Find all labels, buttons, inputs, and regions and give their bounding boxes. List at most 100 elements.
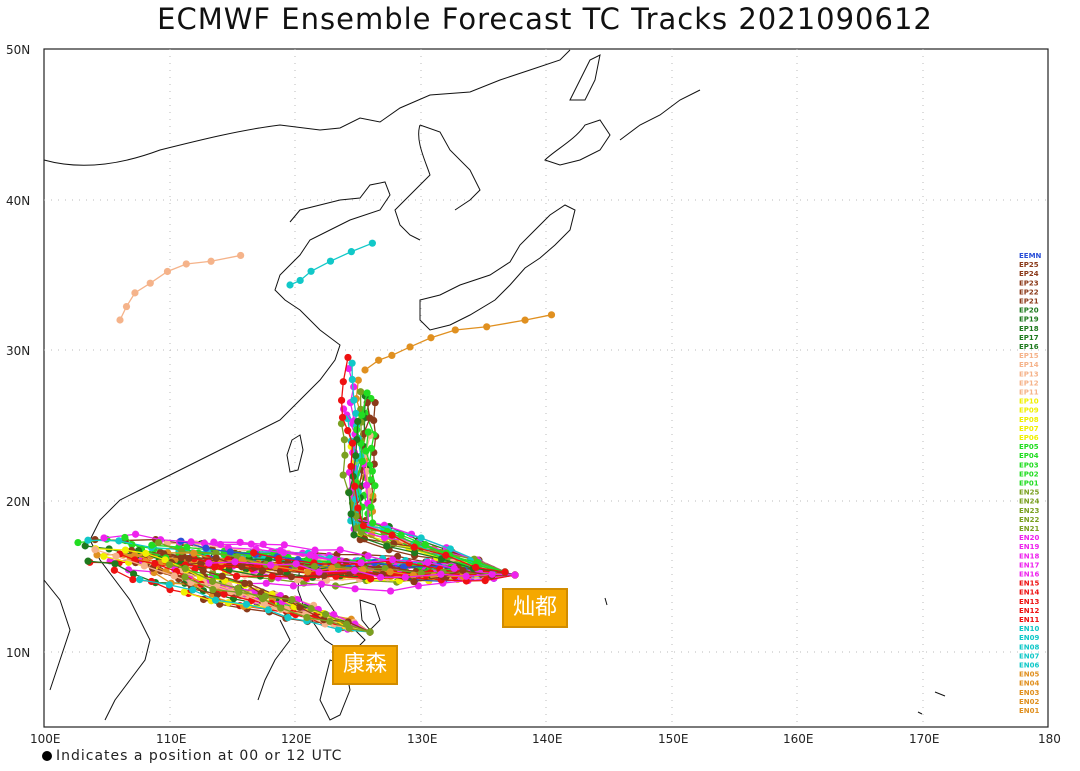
track-point <box>353 524 361 532</box>
track-point <box>284 614 292 622</box>
track-point <box>178 547 186 556</box>
track-point <box>338 413 347 422</box>
track-point <box>307 267 315 275</box>
storm-label-chanthu: 灿都 <box>502 588 569 628</box>
track-point <box>129 575 137 584</box>
track-point <box>358 411 366 419</box>
track-point <box>437 570 445 578</box>
track-point <box>361 366 369 374</box>
track-point <box>380 534 389 542</box>
track-point <box>417 534 425 542</box>
track-point <box>450 564 458 572</box>
track-point <box>292 560 300 568</box>
legend-item-ep10: EP10 <box>1019 398 1039 406</box>
track-point <box>340 436 349 444</box>
track-point <box>388 351 396 360</box>
legend-item-ep17: EP17 <box>1019 334 1039 342</box>
legend-item-en14: EN14 <box>1019 589 1040 597</box>
track-point <box>363 389 371 397</box>
track-point <box>451 326 459 334</box>
track-point <box>220 590 228 598</box>
track-point <box>231 558 239 566</box>
grid-lines <box>44 49 1048 727</box>
track-point <box>347 510 355 518</box>
track-point <box>350 566 359 575</box>
lon-label-170E: 170E <box>909 732 940 746</box>
track-point <box>409 571 418 579</box>
track-point <box>196 573 205 581</box>
track-point <box>136 576 144 584</box>
lat-label-30N: 30N <box>6 344 30 358</box>
track-point <box>339 471 347 479</box>
legend-item-ep22: EP22 <box>1019 288 1039 296</box>
track-point <box>211 596 220 604</box>
legend-item-ep21: EP21 <box>1019 298 1039 306</box>
legend-item-ep23: EP23 <box>1019 279 1039 287</box>
legend-item-ep11: EP11 <box>1019 389 1039 397</box>
lat-label-10N: 10N <box>6 646 30 660</box>
track-line <box>355 392 506 573</box>
track-point <box>180 588 188 596</box>
track-point <box>364 428 372 436</box>
track-point <box>424 558 432 567</box>
legend-item-eemn: EEMN <box>1019 252 1042 260</box>
legend-item-en06: EN06 <box>1019 662 1040 670</box>
track-point <box>315 568 323 576</box>
track-point <box>328 564 336 572</box>
track-point <box>386 587 395 595</box>
legend-item-ep16: EP16 <box>1019 343 1039 351</box>
legend-item-ep09: EP09 <box>1019 407 1039 415</box>
track-point <box>521 316 529 324</box>
track-point <box>334 625 343 633</box>
track-point <box>296 603 304 611</box>
track-point <box>131 289 139 297</box>
track-point <box>337 420 346 428</box>
track-point <box>121 533 129 542</box>
track-point <box>142 549 150 558</box>
legend-item-ep05: EP05 <box>1019 443 1039 451</box>
legend-item-en22: EN22 <box>1019 516 1040 524</box>
track-point <box>202 544 210 552</box>
track-point <box>427 334 435 342</box>
map-title: ECMWF Ensemble Forecast TC Tracks 202109… <box>157 2 933 36</box>
legend-item-en25: EN25 <box>1019 489 1040 497</box>
legend-item-en13: EN13 <box>1019 598 1040 606</box>
track-point <box>397 531 405 539</box>
track-point <box>122 302 131 311</box>
track-point <box>91 546 99 554</box>
track-point <box>362 447 370 455</box>
track-point <box>388 556 397 564</box>
track-point <box>197 559 205 567</box>
track-point <box>345 489 353 497</box>
track-point <box>116 316 124 324</box>
legend-item-ep18: EP18 <box>1019 325 1039 333</box>
track-point <box>362 481 371 489</box>
lon-label-160E: 160E <box>783 732 814 746</box>
track-point <box>366 476 374 484</box>
track-point <box>154 538 163 547</box>
legend-item-ep02: EP02 <box>1019 470 1039 478</box>
lat-label-40N: 40N <box>6 194 30 208</box>
track-point <box>177 554 185 562</box>
track-line <box>208 561 516 578</box>
track-point <box>207 257 215 265</box>
legend-item-ep03: EP03 <box>1019 461 1039 469</box>
legend-item-ep24: EP24 <box>1019 270 1039 278</box>
track-point <box>330 610 338 619</box>
track-point <box>322 610 330 618</box>
track-point <box>237 251 245 260</box>
legend-item-en02: EN02 <box>1019 698 1040 706</box>
track-point <box>288 596 296 604</box>
lat-label-50N: 50N <box>6 43 30 57</box>
track-point <box>294 576 302 584</box>
track-point <box>350 396 358 404</box>
legend-item-ep13: EP13 <box>1019 370 1039 378</box>
legend-item-en24: EN24 <box>1019 498 1040 506</box>
track-point <box>359 522 367 530</box>
track-point <box>259 595 267 603</box>
track-point <box>110 566 118 574</box>
legend-item-en17: EN17 <box>1019 561 1040 569</box>
legend-item-en12: EN12 <box>1019 607 1040 615</box>
track-point <box>190 549 198 557</box>
